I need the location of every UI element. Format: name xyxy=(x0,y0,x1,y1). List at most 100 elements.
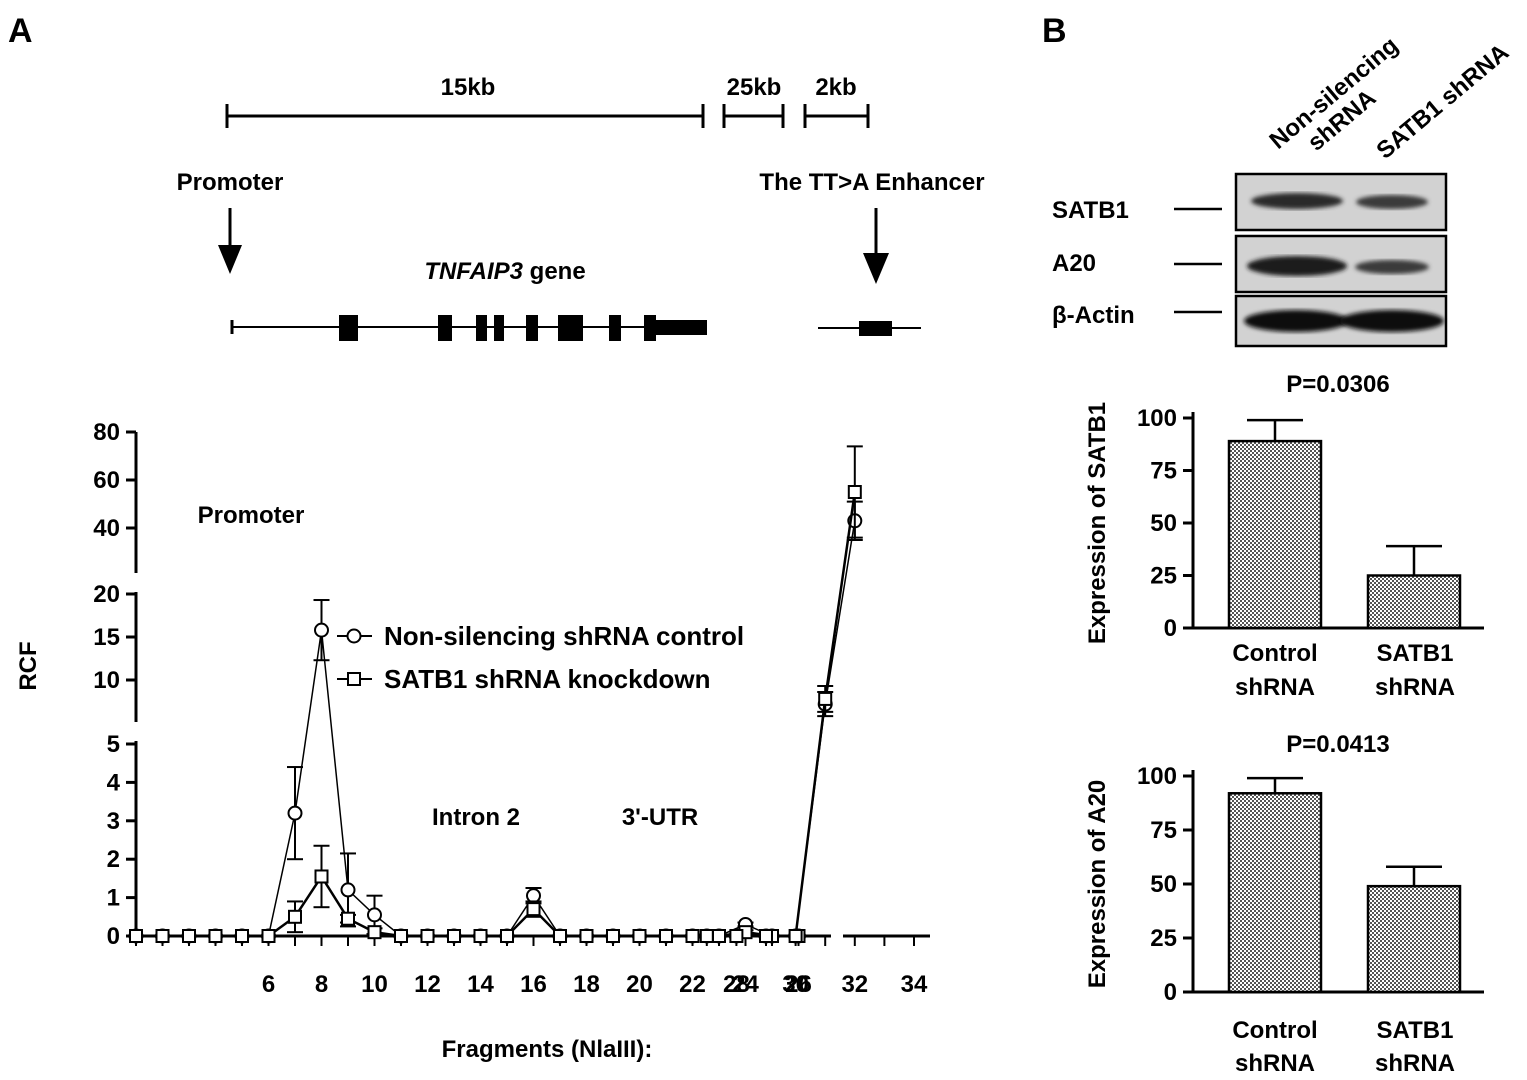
data-point-square xyxy=(367,925,382,940)
bar-y-tick-label: 75 xyxy=(1150,458,1177,485)
data-point-square xyxy=(394,929,408,943)
data-point-square xyxy=(818,691,833,706)
exon xyxy=(558,315,583,341)
data-point-square xyxy=(526,902,541,917)
y-tick-label: 40 xyxy=(93,515,120,542)
satb1-chart-title: P=0.0306 xyxy=(1286,371,1389,398)
exon xyxy=(476,315,487,341)
data-point-square xyxy=(261,929,276,943)
a20-cat-control-line2: shRNA xyxy=(1235,1050,1315,1077)
x-tick-label: 24 xyxy=(732,971,759,998)
bar xyxy=(1366,574,1462,630)
enhancer-arrow-icon xyxy=(863,208,889,284)
bar-y-tick-label: 50 xyxy=(1150,871,1177,898)
scale-label-15kb: 15kb xyxy=(441,74,496,101)
scale-bars xyxy=(225,104,870,128)
enhancer-label: The TT>A Enhancer xyxy=(759,169,984,196)
y-tick-label: 10 xyxy=(93,667,120,694)
data-point-square xyxy=(447,929,461,943)
satb1-expression-chart: P=0.0306 Expression of SATB1 Control shR… xyxy=(1084,371,1484,701)
legend: Non-silencing shRNA control SATB1 shRNA … xyxy=(337,621,744,694)
data-point-square xyxy=(685,929,700,943)
data-point-square xyxy=(659,929,673,943)
exon xyxy=(494,315,504,341)
data-point-square xyxy=(729,929,744,943)
x-tick-label: 22 xyxy=(679,971,706,998)
data-point-circle xyxy=(287,805,303,821)
a20-chart-title: P=0.0413 xyxy=(1286,731,1389,758)
rcf-line-chart: RCF Fragments (NlaIII): Promoter Intron … xyxy=(15,419,930,1063)
data-point-square xyxy=(288,909,302,924)
data-point-square xyxy=(182,929,196,943)
y-tick-label: 1 xyxy=(107,885,120,912)
data-point-square xyxy=(420,929,435,943)
data-point-square xyxy=(500,929,514,943)
y-tick-label: 2 xyxy=(107,846,120,873)
a20-chart-ylabel: Expression of A20 xyxy=(1084,780,1111,989)
exon xyxy=(339,315,358,341)
blot-satb1 xyxy=(1234,172,1448,232)
satb1-cat-control-line2: shRNA xyxy=(1235,674,1315,701)
exon xyxy=(526,315,538,341)
y-axis-label: RCF xyxy=(15,641,42,690)
y-tick-label: 80 xyxy=(93,419,120,446)
annotation-intron-2: Intron 2 xyxy=(432,804,520,831)
x-tick-label: 26 xyxy=(785,971,812,998)
satb1-chart-ylabel: Expression of SATB1 xyxy=(1084,402,1111,644)
bar-y-tick-label: 25 xyxy=(1150,925,1177,952)
x-tick-label: 32 xyxy=(841,971,868,998)
data-point-square xyxy=(155,929,170,943)
x-tick-label: 12 xyxy=(414,971,441,998)
series-line xyxy=(136,520,856,937)
x-tick-label: 20 xyxy=(626,971,653,998)
scale-label-2kb: 2kb xyxy=(815,74,856,101)
x-tick-label: 10 xyxy=(361,971,388,998)
x-tick-label: 16 xyxy=(520,971,547,998)
y-tick-label: 0 xyxy=(107,923,120,950)
y-tick-label: 4 xyxy=(107,769,121,796)
panel-a: A 15kb 25kb 2kb Promoter The TT>A Enhanc… xyxy=(8,12,985,341)
bar xyxy=(1227,439,1323,630)
blot-a20 xyxy=(1234,234,1448,294)
blot-actin xyxy=(1234,294,1448,348)
x-tick-label: 8 xyxy=(315,971,328,998)
legend-square-icon xyxy=(347,672,361,686)
data-point-square xyxy=(632,929,647,943)
bar-y-tick-label: 25 xyxy=(1150,563,1177,590)
panel-b-label: B xyxy=(1042,12,1067,50)
exon xyxy=(644,315,656,341)
data-point-circle xyxy=(314,622,329,638)
data-point-circle xyxy=(340,882,356,898)
y-tick-label: 15 xyxy=(93,624,120,651)
bar-y-tick-label: 100 xyxy=(1137,405,1177,432)
line-chart-series xyxy=(128,445,863,944)
utr-block xyxy=(656,320,707,335)
bar-y-tick-label: 100 xyxy=(1137,763,1177,790)
legend-label-knockdown: SATB1 shRNA knockdown xyxy=(384,664,710,694)
bar-y-tick-label: 0 xyxy=(1164,615,1177,642)
gene-name: TNFAIP3 gene xyxy=(424,258,585,285)
data-point-square xyxy=(473,929,488,943)
bar-y-tick-label: 75 xyxy=(1150,817,1177,844)
x-tick-label: 18 xyxy=(573,971,600,998)
data-point-square xyxy=(788,929,803,943)
y-tick-label: 20 xyxy=(93,581,120,608)
data-point-square xyxy=(314,869,329,884)
band-label-satb1: SATB1 xyxy=(1052,197,1129,224)
panel-b: B Non-silencing shRNA SATB1 shRNA SATB1 … xyxy=(1042,12,1514,348)
enhancer-block xyxy=(859,321,892,336)
gene-structure xyxy=(230,315,921,341)
promoter-arrow-icon xyxy=(218,208,242,274)
data-point-circle xyxy=(367,907,382,923)
satb1-cat-satb1-line1: SATB1 xyxy=(1377,640,1454,667)
data-point-square xyxy=(712,929,726,943)
annotation-promoter: Promoter xyxy=(198,502,305,529)
bar xyxy=(1227,792,1323,994)
satb1-cat-satb1-line2: shRNA xyxy=(1375,674,1455,701)
series-line xyxy=(136,491,857,938)
bar-y-tick-label: 50 xyxy=(1150,510,1177,537)
data-point-square xyxy=(606,929,620,943)
data-point-square xyxy=(847,485,862,499)
bar xyxy=(1366,884,1462,994)
